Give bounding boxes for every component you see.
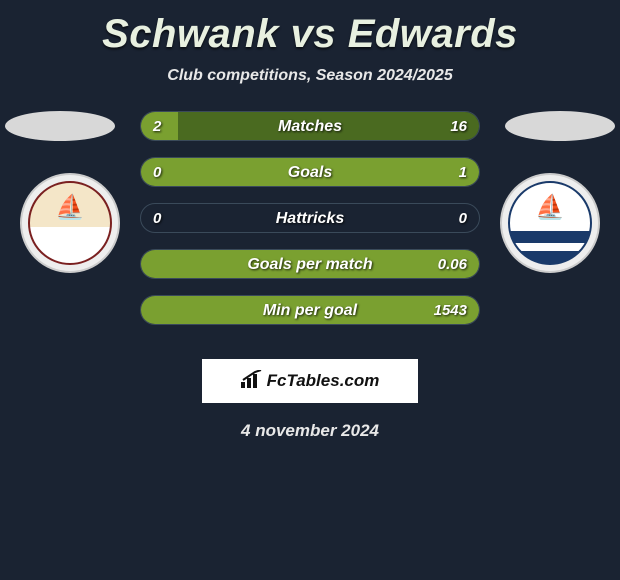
stat-row: Matches2 16 (140, 111, 480, 141)
stat-label: Matches (141, 112, 479, 141)
stat-value-left: 2 (153, 112, 161, 141)
stat-value-right: 16 (450, 112, 467, 141)
stat-value-right: 0 (459, 204, 467, 233)
stat-label: Goals per match (141, 250, 479, 279)
stat-value-left: 0 (153, 158, 161, 187)
stat-label: Goals (141, 158, 479, 187)
stat-label: Hattricks (141, 204, 479, 233)
stat-row: Hattricks0 0 (140, 203, 480, 233)
brand-box[interactable]: FcTables.com (202, 359, 418, 403)
ship-icon: ⛵ (55, 193, 85, 222)
brand-text: FcTables.com (267, 371, 380, 391)
stat-value-right: 1 (459, 158, 467, 187)
player-oval-left (5, 111, 115, 141)
chart-icon (241, 370, 263, 393)
stat-label: Min per goal (141, 296, 479, 325)
stat-row: Min per goal1543 (140, 295, 480, 325)
comparison-area: ⛵ ⛵ Matches216Goals01Hattricks00Goals pe… (0, 111, 620, 351)
stat-value-right: 0.06 (438, 250, 467, 279)
player-oval-right (505, 111, 615, 141)
page-title: Schwank vs Edwards (0, 0, 620, 57)
club-crest-right: ⛵ (500, 173, 600, 273)
stat-row: Goals0 1 (140, 157, 480, 187)
stat-value-left: 0 (153, 204, 161, 233)
ship-icon: ⛵ (535, 193, 565, 222)
club-crest-left: ⛵ (20, 173, 120, 273)
stat-row: Goals per match0.06 (140, 249, 480, 279)
page-subtitle: Club competitions, Season 2024/2025 (0, 67, 620, 85)
stat-value-right: 1543 (434, 296, 467, 325)
date-label: 4 november 2024 (0, 421, 620, 441)
stat-rows: Matches216Goals01Hattricks00Goals per ma… (140, 111, 480, 341)
